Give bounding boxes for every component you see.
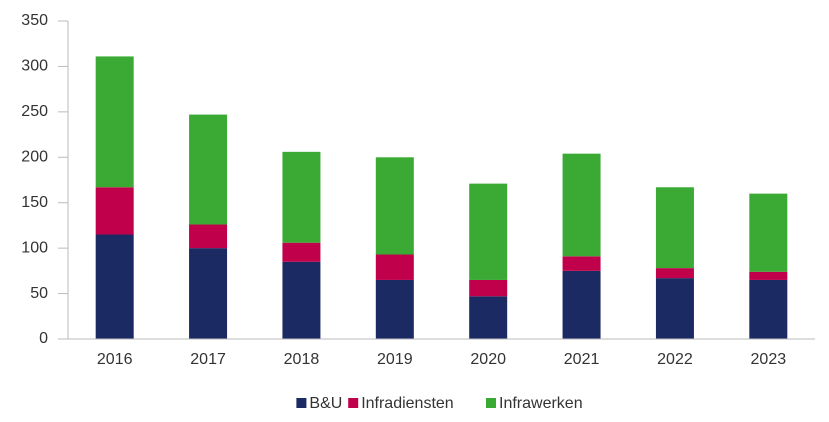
y-tick-label: 350 [21,12,48,29]
x-tick-label: 2023 [751,351,787,368]
legend-swatch [348,398,359,408]
bar-segment [562,256,601,271]
bar-segment [749,271,788,280]
x-tick-label: 2018 [284,351,320,368]
bar-segment [655,278,694,339]
bar-segment [282,242,321,262]
bar-segment [375,254,414,280]
bar-segment [282,151,321,243]
x-tick-label: 2017 [190,351,226,368]
bar-segment [469,279,508,297]
y-tick-label: 300 [21,58,48,75]
legend-label: Infradiensten [361,395,454,412]
bar-segment [655,187,694,269]
legend-swatch [296,398,307,408]
bar-segment [189,224,228,249]
y-tick-label: 150 [21,194,48,211]
legend-label: Infrawerken [499,395,583,412]
bar-segment [95,234,134,339]
y-tick-label: 100 [21,239,48,256]
bar-segment [562,153,601,257]
y-tick-label: 250 [21,103,48,120]
y-tick-label: 0 [39,330,48,347]
x-tick-label: 2021 [564,351,600,368]
bar-segment [189,114,228,225]
bar-segment [469,296,508,339]
bar-segment [749,193,788,272]
bar-segment [375,279,414,339]
y-tick-label: 50 [30,285,48,302]
y-tick-label: 200 [21,149,48,166]
x-tick-label: 2020 [470,351,506,368]
bar-segment [562,270,601,339]
x-tick-label: 2022 [657,351,693,368]
bar-segment [95,187,134,235]
bar-segment [95,56,134,188]
x-tick-label: 2019 [377,351,413,368]
bar-segment [469,183,508,280]
bar-segment [375,157,414,255]
legend-label: B&U [309,395,342,412]
bar-segment [749,279,788,339]
bar-segment [655,268,694,279]
bar-segment [282,261,321,339]
bar-segment [189,248,228,339]
x-tick-label: 2016 [97,351,133,368]
legend-swatch [486,398,496,408]
